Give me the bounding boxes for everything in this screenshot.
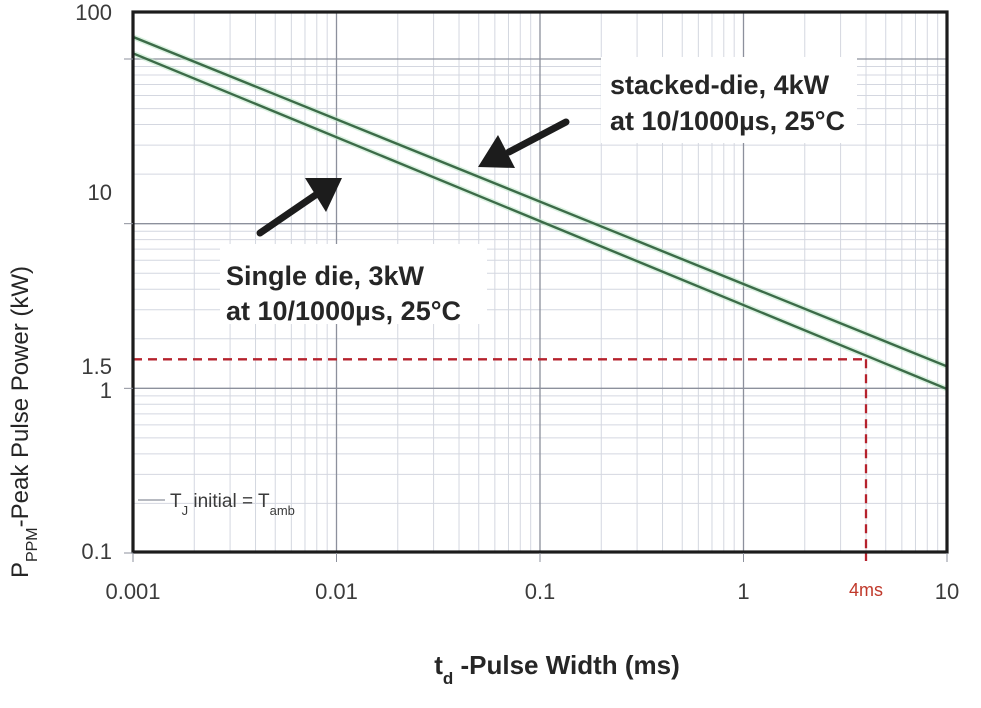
svg-text:100: 100	[75, 0, 112, 25]
svg-text:stacked-die, 4kW: stacked-die, 4kW	[610, 70, 830, 100]
svg-text:at 10/1000µs, 25°C: at 10/1000µs, 25°C	[226, 296, 461, 326]
svg-text:0.01: 0.01	[315, 579, 358, 604]
svg-text:Single die, 3kW: Single die, 3kW	[226, 261, 425, 291]
svg-text:0.1: 0.1	[81, 539, 112, 564]
svg-text:1: 1	[737, 579, 749, 604]
svg-text:1: 1	[100, 378, 112, 403]
svg-text:10: 10	[935, 579, 959, 604]
svg-text:PPPM-Peak Pulse Power (kW): PPPM-Peak Pulse Power (kW)	[7, 266, 41, 578]
svg-text:10: 10	[88, 180, 112, 205]
svg-text:0.001: 0.001	[105, 579, 160, 604]
svg-text:td -Pulse Width (ms): td -Pulse Width (ms)	[434, 650, 680, 688]
svg-text:1.5: 1.5	[81, 354, 112, 379]
svg-text:at 10/1000µs, 25°C: at 10/1000µs, 25°C	[610, 106, 845, 136]
svg-text:TJ initial = Tamb: TJ initial = Tamb	[170, 491, 295, 518]
svg-text:0.1: 0.1	[525, 579, 556, 604]
svg-text:4ms: 4ms	[849, 580, 883, 600]
